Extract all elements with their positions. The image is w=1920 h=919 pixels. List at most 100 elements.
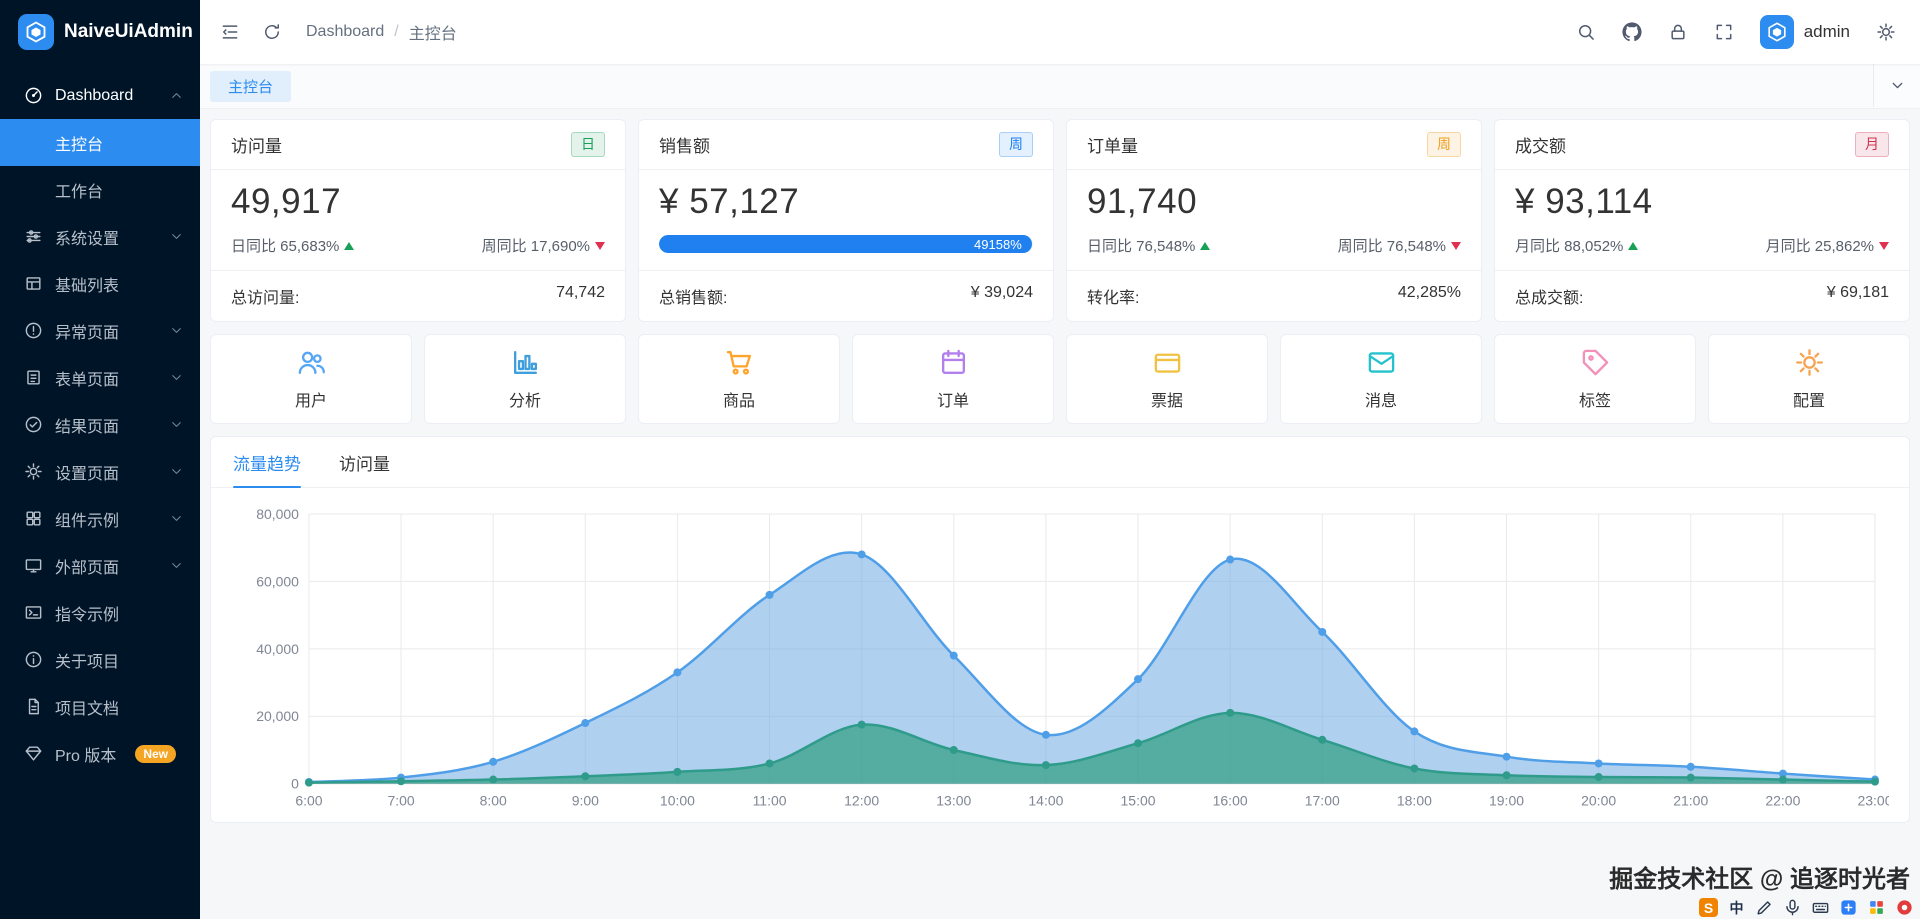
chart-area-series-blue [308,552,1875,784]
refresh-icon[interactable] [262,22,282,42]
blue-app-icon[interactable] [1839,898,1858,917]
header-left: Dashboard / 主控台 [220,20,457,44]
chart-area: 0 20,000 40,000 60,000 80,000 6:00 7:00 8:00 9:0… [211,488,1909,822]
quick-action-商品[interactable]: 商品 [638,334,840,424]
notification-badge-icon[interactable] [1895,898,1914,917]
stat-card-body: 91,740 日同比 76,548% 周同比 76,548% [1067,170,1481,270]
svg-text:7:00: 7:00 [387,793,414,809]
sidebar-item-setting-pages[interactable]: 设置页面 [0,448,200,495]
stat-compare-row: 日同比 65,683% 周同比 17,690% [231,235,605,256]
quick-action-订单[interactable]: 订单 [852,334,1054,424]
svg-text:20,000: 20,000 [256,708,299,724]
sidebar-item-workplace[interactable]: 工作台 [55,183,104,201]
color-grid-icon[interactable] [1867,898,1886,917]
stat-title: 订单量 [1087,137,1138,156]
sidebar-item-about-project[interactable]: 关于项目 [0,636,200,683]
sidebar-item-exception-pages[interactable]: 异常页面 [0,307,200,354]
sidebar-item-form-pages[interactable]: 表单页面 [0,354,200,401]
sidebar-item-label: 结果页面 [55,418,120,436]
svg-text:60,000: 60,000 [256,573,299,589]
quick-action-票据[interactable]: 票据 [1066,334,1268,424]
gear-icon [1794,347,1825,378]
stat-footer-value: ¥ 39,024 [970,284,1033,301]
tab-list-dropdown-button[interactable] [1873,64,1920,107]
stat-value: ¥ 93,114 [1515,182,1653,221]
sidebar-item-project-docs[interactable]: 项目文档 [0,683,200,730]
stat-compare: 周同比 76,548% [1338,235,1461,256]
info-icon [24,650,43,669]
chevron-down-icon [169,464,184,479]
sidebar-item-dashboard[interactable]: Dashboard [0,72,200,119]
app-logo[interactable]: NaiveUiAdmin [0,0,200,64]
stat-footer-value: ¥ 69,181 [1826,284,1889,301]
quick-action-row: 用户 分析 商品 订单 票据 消息 标签 配置 [210,334,1910,424]
quick-action-消息[interactable]: 消息 [1280,334,1482,424]
brand-logo-icon [18,14,54,50]
svg-text:23:00: 23:00 [1858,793,1889,809]
tab-console[interactable]: 主控台 [210,70,292,102]
settings-gear-icon[interactable] [1876,22,1896,42]
quick-action-用户[interactable]: 用户 [210,334,412,424]
chart-icon [510,347,541,378]
sidebar-item-pro-version[interactable]: Pro 版本 New [0,730,200,777]
chart-tab-2[interactable]: 访问量 [339,454,390,474]
mic-icon[interactable] [1783,898,1802,917]
user-menu[interactable]: admin [1759,15,1850,49]
card-icon [1152,347,1183,378]
watermark-text: 掘金技术社区 @ 追逐时光者 [1609,866,1910,893]
svg-text:15:00: 15:00 [1121,793,1156,809]
svg-text:21:00: 21:00 [1673,793,1708,809]
svg-text:11:00: 11:00 [753,793,787,809]
sidebar-item-label: Pro 版本 [55,747,117,765]
chinese-mode-icon[interactable]: 中 [1727,898,1746,917]
stat-card-footer: 总销售额: ¥ 39,024 [639,270,1053,321]
tag-icon [1580,347,1611,378]
lock-icon[interactable] [1668,22,1688,42]
quick-action-分析[interactable]: 分析 [424,334,626,424]
quick-action-label: 分析 [508,393,541,410]
stat-value: 49,917 [231,182,342,221]
sidebar: NaiveUiAdmin Dashboard 主控台工作台系统设置 基础列表 异常页面… [0,0,200,919]
sidebar-item-component-examples[interactable]: 组件示例 [0,495,200,542]
stat-card-footer: 总成交额: ¥ 69,181 [1495,270,1909,321]
document-icon [24,697,43,716]
stat-compare: 日同比 76,548% [1087,235,1211,256]
sidebar-item-system-settings[interactable]: 系统设置 [0,213,200,260]
sidebar-item-console[interactable]: 主控台 [0,119,200,166]
main-area: Dashboard / 主控台 admin 主控台 [200,0,1920,919]
sidebar-item-label: 指令示例 [55,606,120,624]
sidebar-item-directive-examples[interactable]: 指令示例 [0,589,200,636]
sidebar-item-basic-list[interactable]: 基础列表 [0,260,200,307]
breadcrumb-item-dashboard[interactable]: Dashboard [306,23,385,40]
sidebar-item-label: 关于项目 [55,653,120,671]
sidebar-item-result-pages[interactable]: 结果页面 [0,401,200,448]
quick-action-标签[interactable]: 标签 [1494,334,1696,424]
table-icon [24,274,43,293]
dashboard-content: 访问量 日 49,917 日同比 65,683% 周同比 17,690% 总访问量: 74,… [200,109,1920,919]
quick-action-label: 票据 [1150,393,1183,410]
github-icon[interactable] [1622,22,1642,42]
gem-icon [24,744,43,763]
handwriting-pen-icon[interactable] [1755,898,1774,917]
stat-card-header: 访问量 日 [211,120,625,170]
search-icon[interactable] [1576,22,1596,42]
breadcrumb-item-console[interactable]: 主控台 [408,26,457,43]
quick-action-label: 订单 [936,393,969,410]
sidebar-item-external-pages[interactable]: 外部页面 [0,542,200,589]
stat-card-body: ¥ 93,114 月同比 88,052% 月同比 25,862% [1495,170,1909,270]
quick-action-配置[interactable]: 配置 [1708,334,1910,424]
sogou-input-icon[interactable]: S [1699,898,1718,917]
stat-card-header: 销售额 周 [639,120,1053,170]
fullscreen-icon[interactable] [1714,22,1734,42]
menu-fold-icon[interactable] [220,22,240,42]
chart-area-series-green [308,712,1875,784]
app-title: NaiveUiAdmin [64,21,193,42]
stat-footer-label: 总访问量: [231,290,300,307]
sidebar-item-label: 设置页面 [55,465,120,483]
sidebar-item-label: 外部页面 [55,559,120,577]
breadcrumb-separator: / [394,23,399,40]
chart-tab-1[interactable]: 流量趋势 [233,437,301,488]
keyboard-icon[interactable] [1811,898,1830,917]
svg-text:12:00: 12:00 [844,793,879,809]
